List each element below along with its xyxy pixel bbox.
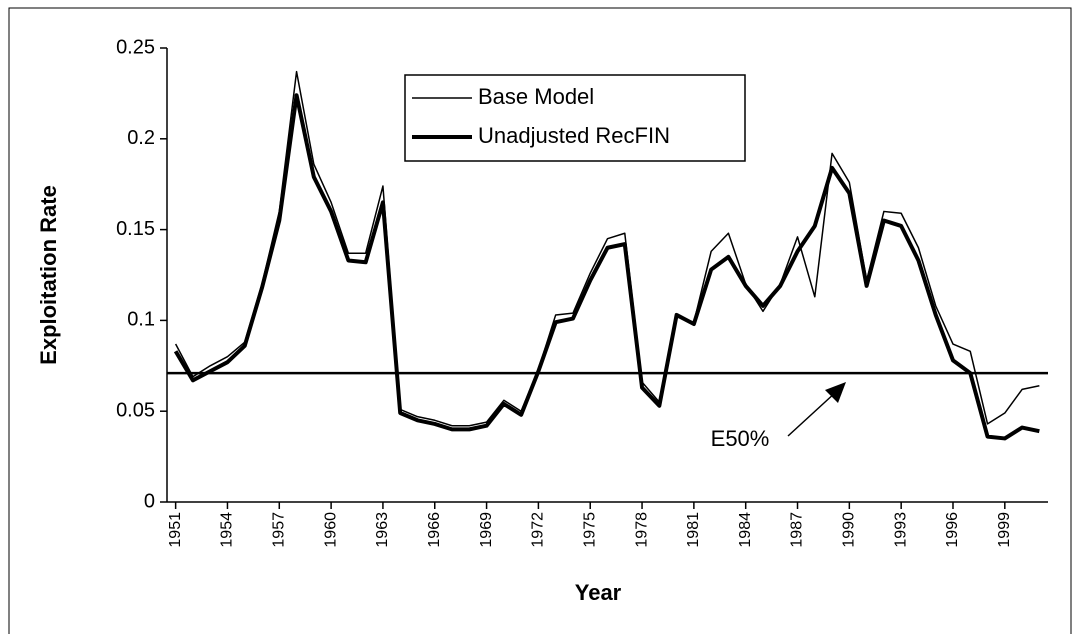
x-axis-label: Year bbox=[575, 580, 622, 605]
arrow-head bbox=[825, 382, 846, 403]
y-tick-label: 0.1 bbox=[127, 309, 155, 331]
y-axis-label: Exploitation Rate bbox=[36, 185, 61, 365]
x-tick-label: 1999 bbox=[996, 512, 1013, 548]
annotation: E50% bbox=[711, 426, 770, 451]
legend-label: Base Model bbox=[478, 84, 594, 109]
series-line bbox=[173, 93, 1040, 441]
annotation-arrow bbox=[787, 391, 837, 437]
x-tick-label: 1996 bbox=[944, 512, 961, 548]
x-tick-label: 1972 bbox=[530, 512, 547, 548]
x-tick-label: 1963 bbox=[374, 512, 391, 548]
x-tick-label: 1978 bbox=[633, 512, 650, 548]
x-tick-label: 1954 bbox=[219, 512, 236, 548]
x-tick-label: 1987 bbox=[789, 512, 806, 548]
x-tick-label: 1975 bbox=[581, 512, 598, 548]
legend-box bbox=[404, 74, 746, 162]
x-tick-label: 1966 bbox=[426, 512, 443, 548]
x-tick-label: 1960 bbox=[322, 512, 339, 548]
x-tick-label: 1993 bbox=[892, 512, 909, 548]
x-tick-label: 1984 bbox=[737, 512, 754, 548]
x-tick-label: 1951 bbox=[167, 512, 184, 548]
y-tick-label: 0.25 bbox=[116, 36, 155, 58]
legend-label: Unadjusted RecFIN bbox=[478, 123, 670, 148]
y-tick-label: 0 bbox=[144, 490, 155, 512]
y-tick-label: 0.2 bbox=[127, 127, 155, 149]
y-tick-label: 0.05 bbox=[116, 399, 155, 421]
x-tick-label: 1990 bbox=[841, 512, 858, 548]
x-tick-label: 1957 bbox=[271, 512, 288, 548]
series-line bbox=[174, 70, 1040, 427]
x-tick-label: 1969 bbox=[478, 512, 495, 548]
chart-border bbox=[8, 7, 1072, 634]
x-tick-label: 1981 bbox=[685, 512, 702, 548]
y-tick-label: 0.15 bbox=[116, 218, 155, 240]
